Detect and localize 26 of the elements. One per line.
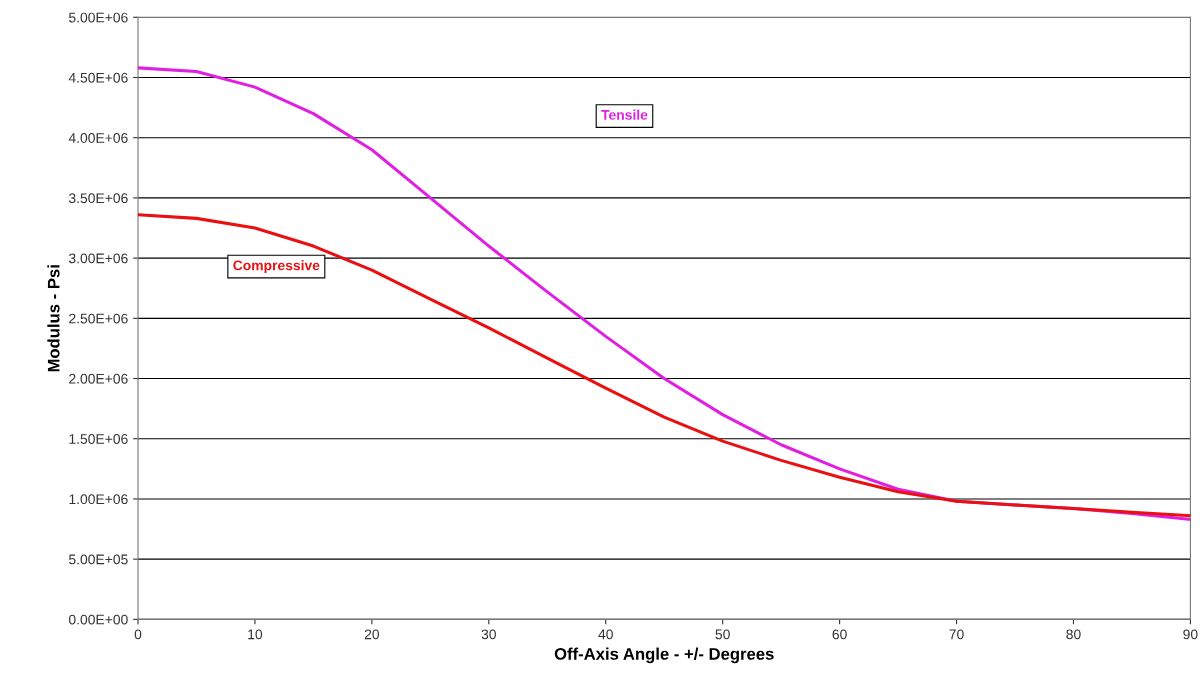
x-tick-label: 90 (1183, 629, 1198, 640)
y-tick-label: 3.50E+06 (68, 193, 128, 204)
y-tick-label: 5.00E+05 (68, 554, 128, 565)
y-tick-label: 4.00E+06 (68, 133, 128, 143)
x-tick-label: 60 (832, 629, 847, 640)
x-tick-label: 20 (364, 629, 380, 640)
x-tick-label: 10 (248, 629, 263, 640)
series-label: Compressive (233, 260, 320, 274)
x-tick-label: 50 (715, 629, 730, 640)
x-axis-title: Off-Axis Angle - +/- Degrees (554, 647, 774, 664)
y-tick-label: 3.00E+06 (68, 253, 128, 264)
y-tick-label: 0.00E+00 (68, 614, 128, 625)
y-tick-label: 4.50E+06 (68, 72, 128, 83)
y-tick-label: 2.00E+06 (69, 373, 128, 384)
x-tick-label: 30 (481, 629, 496, 640)
x-tick-label: 80 (1066, 629, 1081, 640)
line-series (138, 213, 1191, 518)
x-tick-label: 0 (134, 629, 142, 640)
y-axis-title: Modulus - Psi (47, 265, 60, 372)
y-tick-label: 5.00E+06 (68, 12, 128, 23)
y-tick-label: 1.50E+06 (69, 434, 128, 444)
y-tick-label: 2.50E+06 (69, 313, 128, 324)
y-tick-label: 1.00E+06 (69, 494, 128, 505)
x-tick-label: 40 (598, 629, 613, 640)
text: Tensile (601, 109, 648, 120)
x-tick-label: 70 (949, 629, 964, 640)
